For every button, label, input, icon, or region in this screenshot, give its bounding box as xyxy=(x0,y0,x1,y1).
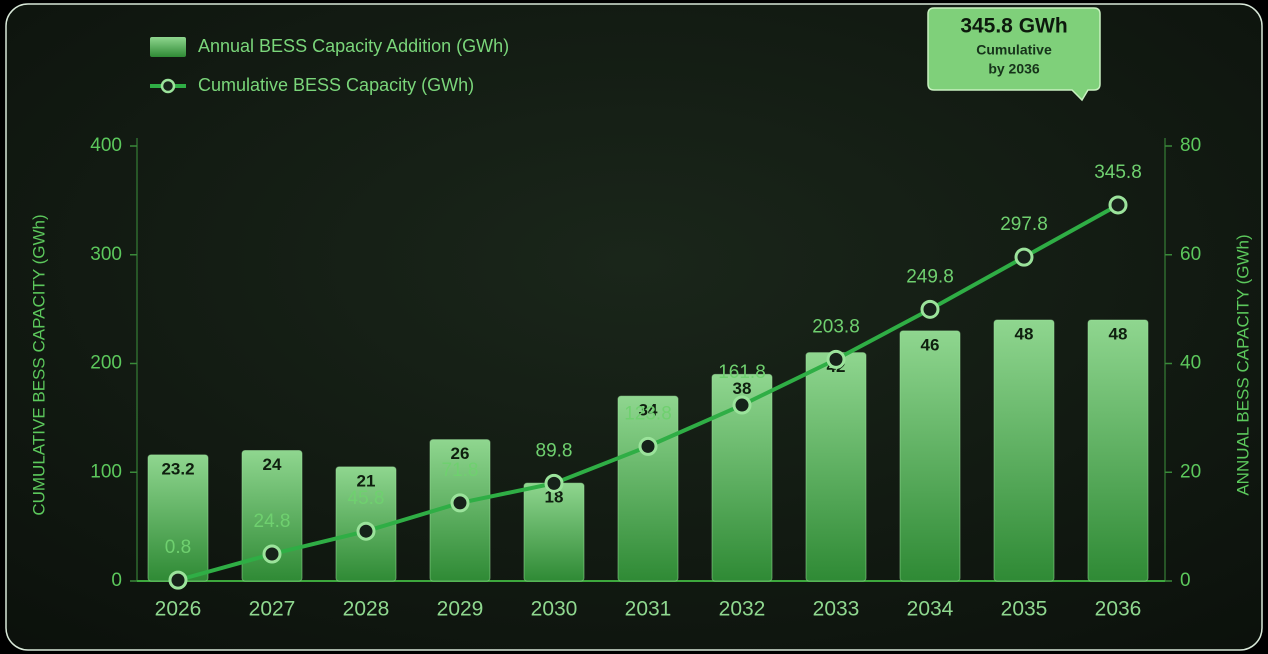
line-value-label: 345.8 xyxy=(1094,162,1142,183)
line-marker xyxy=(262,544,282,564)
y2-tick-label: 0 xyxy=(1180,570,1191,591)
line-marker xyxy=(1014,247,1034,267)
line-marker xyxy=(638,436,658,456)
bar-value-label: 21 xyxy=(357,471,376,490)
callout-headline: 345.8 GWh xyxy=(960,15,1067,38)
line-value-label: 203.8 xyxy=(812,316,860,337)
x-tick-label: 2035 xyxy=(1001,598,1048,621)
bar-value-label: 18 xyxy=(545,488,564,507)
legend-label: Annual BESS Capacity Addition (GWh) xyxy=(198,36,509,56)
y2-tick-label: 20 xyxy=(1180,461,1201,482)
y-axis-label: CUMULATIVE BESS CAPACITY (GWh) xyxy=(29,214,48,515)
legend-label: Cumulative BESS Capacity (GWh) xyxy=(198,75,474,95)
x-tick-label: 2034 xyxy=(907,598,954,621)
line-value-label: 24.8 xyxy=(254,511,291,532)
line-marker xyxy=(732,395,752,415)
line-value-label: 297.8 xyxy=(1000,214,1048,235)
bar-value-label: 48 xyxy=(1015,324,1034,343)
line-marker xyxy=(920,299,940,319)
x-tick-label: 2033 xyxy=(813,598,860,621)
bar-value-label: 23.2 xyxy=(161,459,194,478)
y2-tick-label: 80 xyxy=(1180,135,1201,156)
y2-tick-label: 60 xyxy=(1180,244,1201,265)
x-tick-label: 2027 xyxy=(249,598,296,621)
line-value-label: 45.8 xyxy=(348,488,385,509)
line-value-label: 71.8 xyxy=(442,460,479,481)
legend-swatch xyxy=(150,37,186,57)
legend-swatch xyxy=(160,78,176,94)
x-tick-label: 2031 xyxy=(625,598,672,621)
line-marker xyxy=(1108,195,1128,215)
line-marker xyxy=(450,493,470,513)
line-value-label: 89.8 xyxy=(536,440,573,461)
bar xyxy=(805,352,867,582)
line-value-label: 161.8 xyxy=(718,362,766,383)
x-tick-label: 2029 xyxy=(437,598,484,621)
bar xyxy=(1087,319,1149,582)
y-tick-label: 400 xyxy=(90,135,122,156)
bar-value-label: 48 xyxy=(1109,324,1128,343)
bar xyxy=(899,330,961,582)
x-tick-label: 2036 xyxy=(1095,598,1142,621)
bar-value-label: 24 xyxy=(263,455,282,474)
callout: 345.8 GWh Cumulative by 2036 xyxy=(927,7,1101,102)
bar xyxy=(993,319,1055,582)
line-value-label: 0.8 xyxy=(165,537,191,558)
line-marker xyxy=(826,349,846,369)
y-tick-label: 100 xyxy=(90,461,122,482)
x-tick-label: 2026 xyxy=(155,598,202,621)
bar xyxy=(617,395,679,582)
line-value-label: 123.8 xyxy=(624,403,672,424)
bar-value-label: 34 xyxy=(639,401,658,420)
line-marker xyxy=(168,570,188,590)
x-tick-label: 2028 xyxy=(343,598,390,621)
line-value-label: 249.8 xyxy=(906,266,954,287)
x-tick-label: 2030 xyxy=(531,598,578,621)
callout-box xyxy=(927,7,1101,102)
callout-line: Cumulative xyxy=(976,42,1052,58)
y-tick-label: 200 xyxy=(90,353,122,374)
x-tick-label: 2032 xyxy=(719,598,766,621)
line-marker xyxy=(356,521,376,541)
bar-value-label: 26 xyxy=(451,444,470,463)
y2-axis-label: ANNUAL BESS CAPACITY (GWh) xyxy=(1233,234,1252,495)
bar xyxy=(711,373,773,582)
y2-tick-label: 40 xyxy=(1180,353,1201,374)
callout-line: by 2036 xyxy=(988,61,1040,77)
y-tick-label: 300 xyxy=(90,244,122,265)
bar-value-label: 38 xyxy=(733,379,752,398)
y-tick-label: 0 xyxy=(111,570,122,591)
bar-value-label: 46 xyxy=(921,335,940,354)
line-marker xyxy=(544,473,564,493)
